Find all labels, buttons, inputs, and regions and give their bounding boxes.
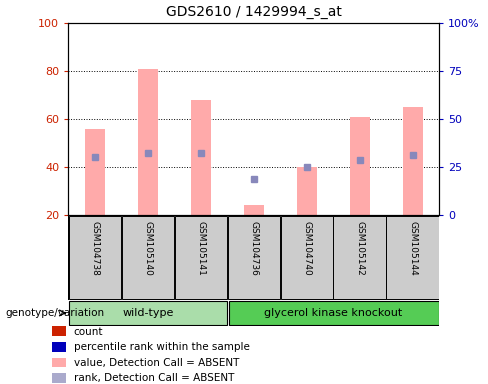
Bar <box>350 117 370 215</box>
FancyBboxPatch shape <box>386 216 439 299</box>
Text: wild-type: wild-type <box>122 308 173 318</box>
Text: GSM105140: GSM105140 <box>143 221 152 276</box>
Text: GSM105144: GSM105144 <box>408 221 417 276</box>
Bar <box>85 129 105 215</box>
Text: value, Detection Call = ABSENT: value, Detection Call = ABSENT <box>74 358 239 368</box>
FancyBboxPatch shape <box>69 216 121 299</box>
Text: glycerol kinase knockout: glycerol kinase knockout <box>264 308 403 318</box>
Text: GSM104740: GSM104740 <box>302 221 311 276</box>
Text: GSM104738: GSM104738 <box>90 221 100 276</box>
Bar <box>52 373 66 383</box>
Text: rank, Detection Call = ABSENT: rank, Detection Call = ABSENT <box>74 373 234 383</box>
FancyBboxPatch shape <box>281 216 333 299</box>
Text: percentile rank within the sample: percentile rank within the sample <box>74 342 249 352</box>
Bar <box>52 326 66 336</box>
Bar <box>297 167 317 215</box>
Text: genotype/variation: genotype/variation <box>5 308 104 318</box>
Text: GSM105141: GSM105141 <box>196 221 205 276</box>
FancyBboxPatch shape <box>333 216 386 299</box>
FancyBboxPatch shape <box>229 301 439 325</box>
Bar <box>403 107 423 215</box>
Bar <box>52 358 66 367</box>
FancyBboxPatch shape <box>68 215 439 300</box>
FancyBboxPatch shape <box>227 216 280 299</box>
Text: count: count <box>74 326 103 337</box>
Bar <box>138 69 158 215</box>
Bar <box>52 342 66 352</box>
Text: GSM104736: GSM104736 <box>249 221 258 276</box>
Bar <box>191 100 211 215</box>
FancyBboxPatch shape <box>175 216 227 299</box>
Title: GDS2610 / 1429994_s_at: GDS2610 / 1429994_s_at <box>166 5 342 19</box>
FancyBboxPatch shape <box>122 216 174 299</box>
Bar <box>244 205 264 215</box>
Text: GSM105142: GSM105142 <box>355 221 364 276</box>
FancyBboxPatch shape <box>69 301 227 325</box>
